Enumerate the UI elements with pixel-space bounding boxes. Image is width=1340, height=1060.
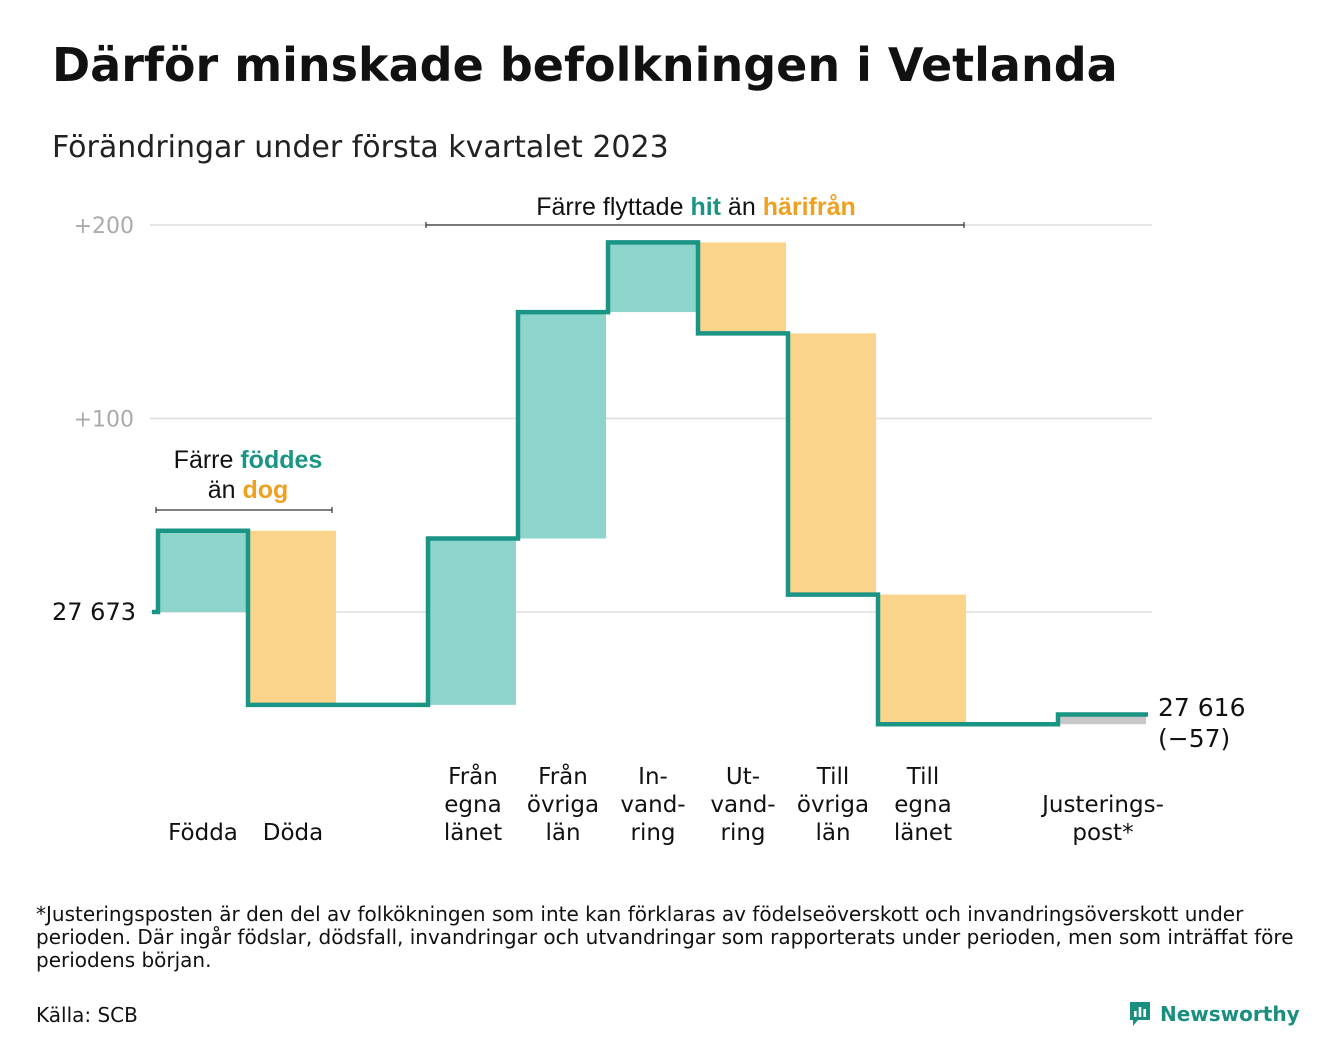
newsworthy-logo-icon [1130,1002,1150,1026]
x-category-label: Döda [263,820,323,846]
x-category-label: ring [630,820,675,846]
bar-inflow [610,242,696,313]
x-category-label: vand- [620,792,685,818]
source-note: Källa: SCB [36,1003,138,1027]
waterfall-step-line [152,240,1148,727]
x-category-label: Justerings- [1040,792,1164,818]
end-value-label: 27 616 [1158,693,1245,722]
end-change-label: (−57) [1158,724,1230,753]
value-labels: 27 673 27 616(−57) [52,598,1245,753]
annotation-brackets [155,222,965,513]
annotation-part: hit [690,193,721,221]
x-category-label: Från [538,762,588,790]
x-category-label: Till [816,764,850,790]
x-category-label: länet [894,820,952,846]
chart-subtitle: Förändringar under första kvartalet 2023 [52,130,669,165]
annotation-part: föddes [240,446,322,474]
bar-inflow [520,312,606,539]
x-category-label: övriga [527,792,599,818]
x-category-label: vand- [710,792,775,818]
annotation-text: Färre föddes [174,446,323,474]
annotation-part: Färre [174,446,241,474]
bar-inflow [430,538,516,705]
annotation-part: än [721,193,763,221]
x-category-labels: Födda DödaFrånegnalänetFrånövrigalänIn-va… [168,762,1164,846]
start-value-label: 27 673 [52,598,136,626]
x-category-label: post* [1072,820,1133,846]
bar-outflow [700,242,786,334]
y-tick-label: +100 [74,408,134,433]
y-tick-label: +200 [74,214,134,239]
x-category-label: län [545,820,580,846]
x-category-label: ring [720,820,765,846]
x-category-label: övriga [797,792,869,818]
brand-logo: Newsworthy [1128,998,1300,1030]
bar-inflow [160,530,246,612]
annotation-part: än [208,476,243,504]
waterfall-chart: +200+100 Födda DödaFrånegnalänetFrånövrig… [52,193,1245,846]
bar-outflow [790,333,876,595]
x-category-label: egna [894,792,951,818]
annotation-part: härifrån [763,193,856,221]
bars [160,242,1146,725]
annotation-text: än dog [208,476,289,504]
bar-outflow [880,594,966,725]
annotation-part: Färre flyttade [536,193,690,221]
annotation-part: dog [242,476,288,504]
y-tick-labels: +200 +100 [74,214,134,433]
chart-title: Därför minskade befolkningen i Vetlanda [52,38,1118,92]
x-category-label: Från [448,762,498,790]
footnote: *Justeringsposten är den del av folkökni… [36,902,1294,972]
annotation-text: Färre flyttade hit än härifrån [536,193,856,221]
x-category-label: Till [906,764,940,790]
x-category-label: Ut- [726,764,760,790]
bar-adjustment [1060,714,1146,725]
bar-outflow [250,530,336,705]
brand-name: Newsworthy [1160,1002,1300,1026]
x-category-label: egna [444,792,501,818]
x-category-label: län [815,820,850,846]
x-category-label: länet [444,820,502,846]
x-category-label: In- [638,764,668,790]
x-category-label: Födda [168,820,238,846]
